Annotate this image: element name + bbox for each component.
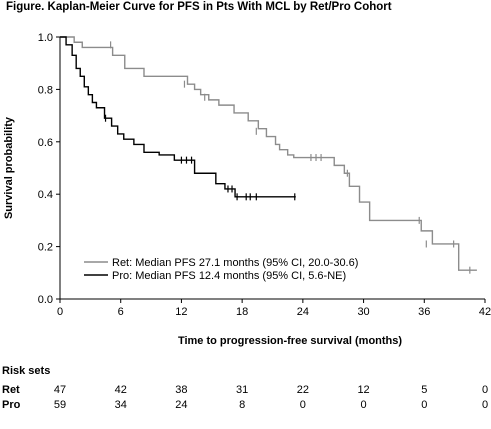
risk-cell: 0 bbox=[299, 399, 306, 411]
risk-row-pro-label: Pro bbox=[2, 399, 21, 411]
chart-title: Figure. Kaplan-Meier Curve for PFS in Pt… bbox=[6, 1, 392, 13]
legend: Ret: Median PFS 27.1 months (95% CI, 20.… bbox=[84, 257, 358, 282]
x-axis-label: Time to progression-free survival (month… bbox=[178, 335, 402, 347]
risk-cell: 5 bbox=[421, 384, 428, 396]
risk-cell: 0 bbox=[481, 399, 489, 411]
y-tick-label: 0.4 bbox=[38, 189, 53, 201]
ret-legend-label: Ret: Median PFS 27.1 months (95% CI, 20.… bbox=[112, 257, 358, 269]
y-tick-label: 0.8 bbox=[38, 84, 53, 96]
x-tick-label: 30 bbox=[357, 306, 369, 318]
risk-cell: 31 bbox=[236, 384, 249, 396]
risk-cell: 8 bbox=[239, 399, 246, 411]
x-tick-label: 18 bbox=[236, 306, 248, 318]
x-tick-label: 36 bbox=[418, 306, 430, 318]
pro-survival-line bbox=[60, 36, 296, 198]
x-tick-label: 0 bbox=[57, 306, 63, 318]
y-tick-label: 0.2 bbox=[38, 242, 53, 254]
risk-cell: 0 bbox=[421, 399, 428, 411]
x-tick-label: 42 bbox=[479, 306, 491, 318]
risk-cell: 59 bbox=[53, 399, 67, 411]
axes: 0 6 12 18 24 30 36 42 0.0 0.2 0.4 0.6 0.8 1.0 bbox=[38, 32, 491, 318]
y-tick-label: 1.0 bbox=[38, 32, 53, 44]
x-tick-label: 24 bbox=[297, 306, 309, 318]
series-layer bbox=[60, 36, 477, 274]
ret-survival-line bbox=[60, 36, 477, 271]
risk-cell: 47 bbox=[53, 384, 67, 396]
y-tick-label: 0.0 bbox=[38, 294, 53, 306]
x-tick-label: 6 bbox=[118, 306, 124, 318]
x-tick-label: 12 bbox=[175, 306, 187, 318]
risk-cell: 24 bbox=[175, 399, 188, 411]
risk-cell: 12 bbox=[357, 384, 370, 396]
risk-cell: 22 bbox=[296, 384, 309, 396]
risk-cell: 0 bbox=[481, 384, 489, 396]
risk-cell: 42 bbox=[114, 384, 127, 396]
risk-cell: 38 bbox=[175, 384, 188, 396]
y-tick-label: 0.6 bbox=[38, 137, 53, 149]
risk-table-label: Risk sets bbox=[2, 365, 51, 377]
risk-cell: 34 bbox=[114, 399, 127, 411]
y-axis-label: Survival probability bbox=[3, 116, 15, 219]
risk-row-ret-label: Ret bbox=[2, 384, 20, 396]
risk-cell: 0 bbox=[360, 399, 367, 411]
pro-legend-label: Pro: Median PFS 12.4 months (95% CI, 5.6… bbox=[112, 270, 346, 282]
